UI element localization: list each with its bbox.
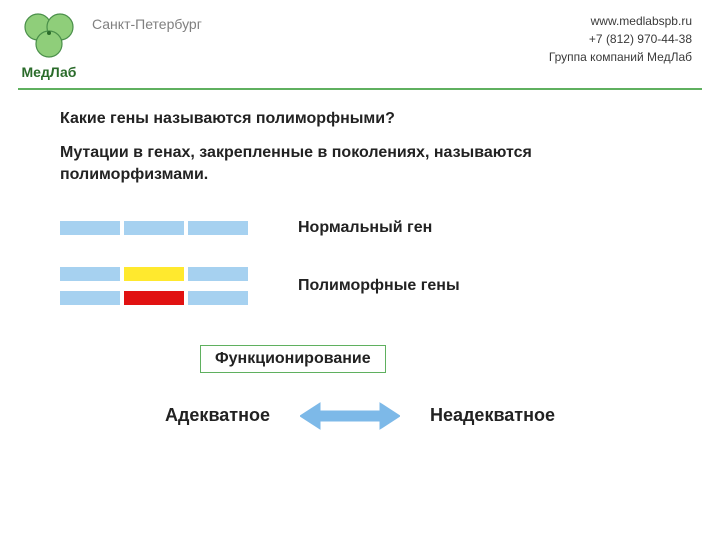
definition-text: Мутации в генах, закрепленные в поколени… [60,142,660,187]
inadequate-label: Неадекватное [430,405,555,426]
gene-segment [124,221,184,235]
poly-gene-strips [60,267,248,305]
gene-segment [124,267,184,281]
gene-segment [60,221,120,235]
header-right: www.medlabspb.ru +7 (812) 970-44-38 Груп… [549,12,692,80]
functioning-box: Функционирование [200,345,386,373]
poly-gene-label: Полиморфные гены [298,277,460,295]
normal-gene-row: Нормальный ген [60,219,660,237]
gene-segment [188,267,248,281]
phone-label: +7 (812) 970-44-38 [549,30,692,48]
normal-gene-strip [60,221,248,235]
gene-segment [60,267,120,281]
double-arrow-icon [300,401,400,431]
question-text: Какие гены называются полиморфными? [60,110,660,128]
content: Какие гены называются полиморфными? Мута… [0,90,720,431]
logo-name: МедЛаб [22,64,77,80]
header: МедЛаб Санкт-Петербург www.medlabspb.ru … [0,0,720,80]
functioning-row: Адекватное Неадекватное [60,401,660,431]
normal-gene-label: Нормальный ген [298,219,432,237]
gene-segment [188,291,248,305]
poly-gene-row: Полиморфные гены [60,267,660,305]
gene-segment [124,291,184,305]
logo: МедЛаб [18,10,80,80]
gene-diagram: Нормальный ген Полиморфные гены [60,219,660,305]
city-label: Санкт-Петербург [92,16,202,80]
gene-segment [60,291,120,305]
clover-logo-icon [18,10,80,62]
website-label: www.medlabspb.ru [549,12,692,30]
header-left: МедЛаб Санкт-Петербург [18,10,202,80]
company-label: Группа компаний МедЛаб [549,48,692,66]
gene-segment [188,221,248,235]
adequate-label: Адекватное [165,405,270,426]
